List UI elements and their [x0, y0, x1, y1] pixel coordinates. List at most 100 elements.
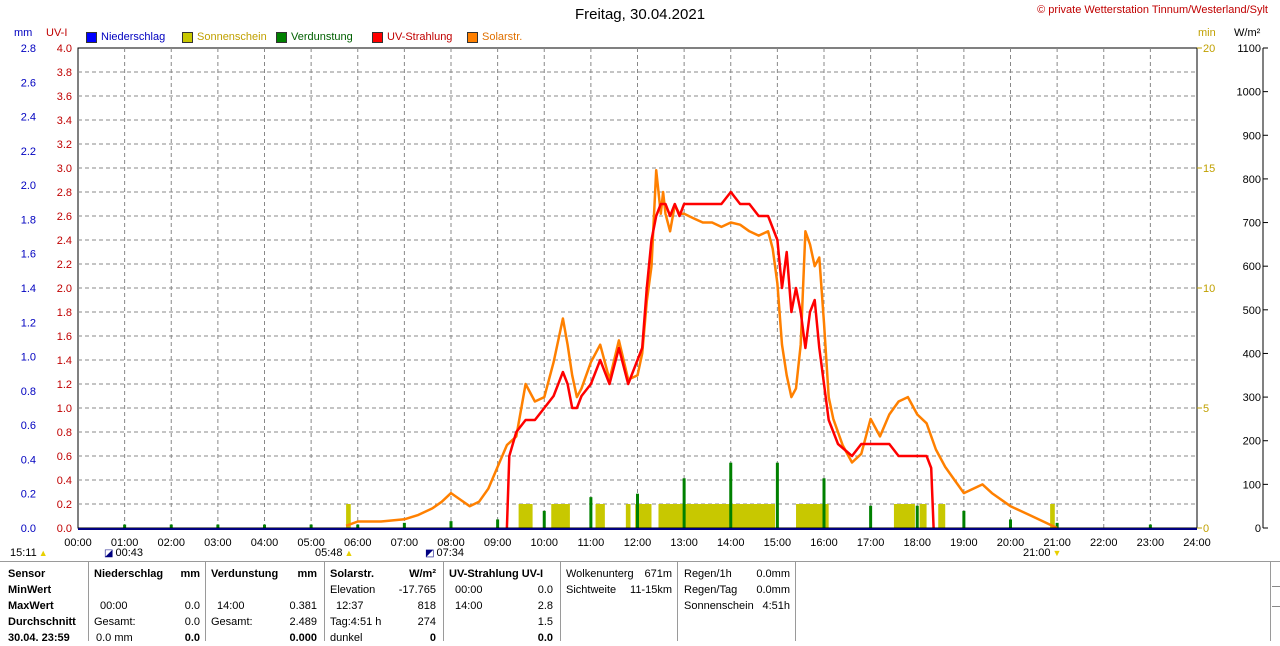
event-moonrise: ◪ 00:43	[104, 547, 143, 559]
stats-niederschlag: Niederschlag mm 00:00 0.0 Gesamt: 0.0 0.0 m…	[94, 566, 200, 646]
event-sunset: 21:00 ▼	[1023, 547, 1061, 559]
mm-axis-tick: 1.2	[21, 317, 36, 329]
evaporation-bar	[636, 493, 639, 528]
mm-axis-tick: 0.6	[21, 420, 36, 432]
evaporation-bar	[822, 478, 826, 528]
solar-max-val: 818	[417, 600, 436, 612]
uv-axis-tick: 3.4	[57, 115, 72, 127]
x-tick-label: 13:00	[670, 537, 698, 549]
x-tick-label: 11:00	[578, 537, 605, 549]
verdunstung-unit: mm	[297, 568, 317, 580]
x-tick-label: 01:00	[111, 537, 139, 549]
wm2-axis-tick: 400	[1243, 348, 1261, 360]
row-label-max: MaxWert	[8, 600, 54, 612]
solar-header: Solarstr.	[330, 568, 375, 580]
solar-max-time: 12:37	[336, 600, 364, 612]
wm2-axis-tick: 0	[1255, 523, 1261, 535]
niederschlag-total-label: Gesamt:	[94, 616, 136, 628]
verdunstung-total-val: 2.489	[289, 616, 317, 628]
evaporation-bar	[682, 478, 686, 528]
x-tick-label: 08:00	[437, 537, 465, 549]
sunshine-block	[346, 504, 351, 528]
mm-axis-tick: 1.6	[21, 249, 36, 261]
evaporation-bar	[263, 524, 266, 528]
legend-label: Solarstr.	[482, 31, 523, 43]
uv-axis-tick: 0.0	[57, 523, 72, 535]
stats-separator	[677, 562, 678, 641]
uv-axis-tick: 2.0	[57, 283, 72, 295]
evaporation-bar	[169, 524, 173, 528]
legend-swatch	[276, 31, 287, 43]
legend-swatch	[467, 31, 478, 43]
row-label-min: MinWert	[8, 584, 52, 596]
evaporation-bar	[402, 522, 406, 528]
solar-elev-label: Elevation	[330, 584, 376, 596]
uv-avg-val: 1.5	[537, 616, 553, 628]
row-label-last: 30.04. 23:59	[8, 632, 70, 644]
legend-label: Verdunstung	[291, 31, 353, 43]
evaporation-bar	[962, 510, 966, 528]
sunshine-block	[518, 504, 533, 528]
mm-axis-tick: 1.8	[21, 214, 36, 226]
uv-axis-tick: 3.8	[57, 67, 72, 79]
x-tick-label: 07:00	[391, 537, 419, 549]
x-tick-label: 05:00	[297, 537, 325, 549]
wm2-axis-tick: 900	[1243, 130, 1261, 142]
solar-day-val: 274	[417, 616, 436, 628]
uv-axis-tick: 1.2	[57, 379, 72, 391]
x-tick-label: 17:00	[857, 537, 885, 549]
sunshine-block	[635, 504, 652, 528]
sunshine-block	[893, 504, 915, 528]
evaporation-bar	[589, 497, 593, 528]
verdunstung-last-b: 0.000	[289, 632, 317, 644]
sunshine-block	[658, 504, 776, 528]
sunshine-block	[938, 504, 946, 528]
uv-last-val: 0.0	[537, 632, 553, 644]
stats-scrollbar[interactable]	[1272, 566, 1280, 641]
wm2-axis-tick: 800	[1243, 174, 1261, 186]
stats-rain: Regen/1h 0.0mm Regen/Tag 0.0mm Sonnenschei…	[684, 566, 790, 614]
copyright-text: © private Wetterstation Tinnum/Westerlan…	[1037, 4, 1268, 16]
uv-axis-tick: 0.4	[57, 475, 72, 487]
legend-uv: UV-Strahlung	[372, 31, 452, 43]
legend-swatch	[182, 31, 193, 43]
niederschlag-last-a: 0.0 mm	[96, 632, 133, 644]
sunset-icon: ▼	[1052, 548, 1062, 558]
stats-separator	[88, 562, 89, 641]
uv-header: UV-Strahlung UV-I	[449, 568, 544, 580]
stats-uv: UV-Strahlung UV-I 00:00 0.0 14:00 2.8 1.5 …	[449, 566, 553, 646]
sunshine-label: Sonnenschein	[684, 600, 754, 612]
evaporation-bar	[216, 524, 220, 528]
uv-axis-tick: 2.2	[57, 259, 72, 271]
event-time-label: 21:00	[1023, 547, 1051, 559]
verdunstung-max-val: 0.381	[289, 600, 317, 612]
rain-day-val: 0.0mm	[756, 584, 790, 596]
uv-axis-tick: 2.6	[57, 211, 72, 223]
evaporation-bar	[356, 524, 360, 528]
rain-day-label: Regen/Tag	[684, 584, 738, 596]
row-label-avg: Durchschnitt	[8, 616, 76, 628]
legend-niederschlag: Niederschlag	[86, 31, 165, 43]
uv-max-val: 2.8	[537, 600, 553, 612]
solar-dark-val: 0	[429, 632, 436, 644]
legend-label: Sonnenschein	[197, 31, 267, 43]
evaporation-bar	[309, 524, 313, 528]
mm-axis-tick: 1.0	[21, 352, 36, 364]
wm2-axis-tick: 100	[1243, 479, 1261, 491]
x-tick-label: 09:00	[484, 537, 512, 549]
min-axis-tick: 5	[1203, 403, 1209, 415]
x-tick-label: 15:00	[764, 537, 792, 549]
uv-axis-tick: 1.0	[57, 403, 72, 415]
uv-axis-tick: 1.4	[57, 355, 72, 367]
chart-title: Freitag, 30.04.2021	[574, 6, 706, 23]
mm-axis-tick: 2.2	[21, 146, 36, 158]
stats-separator	[443, 562, 444, 641]
moon-icon: ◩	[425, 547, 435, 559]
evaporation-bar	[775, 462, 779, 528]
uv-axis-tick: 3.2	[57, 139, 72, 151]
evaporation-bar	[1148, 524, 1152, 528]
mm-axis-tick: 0.8	[21, 386, 36, 398]
niederschlag-last-b: 0.0	[184, 632, 200, 644]
wm2-axis-tick: 200	[1243, 436, 1261, 448]
min-axis-tick: 15	[1203, 163, 1215, 175]
